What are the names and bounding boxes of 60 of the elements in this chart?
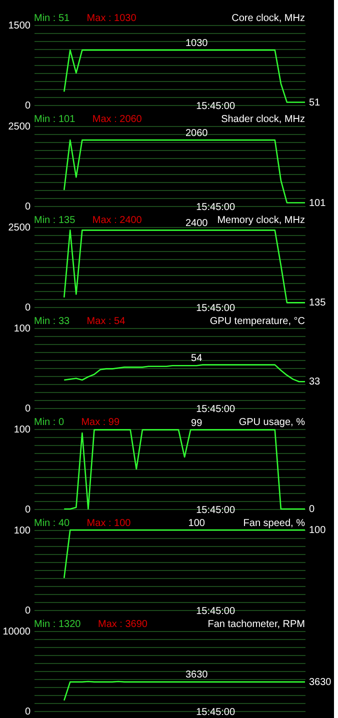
- line-series: [63, 364, 306, 382]
- annotation: 2400: [185, 218, 208, 230]
- chart-title: Memory clock, MHz: [217, 215, 305, 226]
- text: 135: [309, 298, 326, 309]
- text: 3630: [309, 676, 332, 688]
- text: Min : 101: [34, 114, 76, 125]
- chart-title: GPU usage, %: [238, 417, 306, 428]
- annotation: 15:45:00: [196, 707, 236, 718]
- text: Max : 99: [81, 417, 120, 428]
- y-tick-label: 2500: [8, 222, 31, 234]
- text: Min : 135: [34, 215, 76, 226]
- annotation: 15:45:00: [196, 101, 236, 112]
- text: Min : 0: [34, 417, 64, 428]
- y-tick-label: 0: [24, 404, 31, 414]
- line-series: [63, 49, 306, 103]
- text: Max : 2060: [92, 114, 142, 125]
- y-tick-label: 100: [14, 526, 31, 536]
- text: Min : 40: [34, 518, 70, 529]
- y-tick-label: 100: [14, 324, 31, 334]
- chart-title: Fan tachometer, RPM: [208, 619, 305, 630]
- text: 51: [309, 97, 321, 108]
- chart-title: GPU temperature, °C: [210, 316, 305, 327]
- chart-title: Core clock, MHz: [232, 13, 305, 24]
- y-tick-label: 0: [24, 302, 31, 314]
- y-tick-label: 0: [24, 606, 31, 616]
- text: 0: [309, 504, 315, 515]
- text: Max : 3690: [98, 619, 148, 630]
- text: 101: [309, 198, 326, 209]
- line-series: [63, 230, 306, 304]
- text: Max : 54: [86, 316, 126, 327]
- text: Min : 33: [34, 316, 70, 327]
- text: 100: [309, 525, 326, 536]
- annotation: 15:45:00: [196, 505, 236, 516]
- text: Max : 2400: [92, 215, 142, 226]
- line-series: [63, 139, 306, 204]
- chart-title: Shader clock, MHz: [221, 114, 305, 125]
- annotation: 15:45:00: [196, 202, 236, 213]
- annotation: 15:45:00: [196, 404, 236, 415]
- text: Min : 1320: [34, 619, 82, 630]
- chart-title: Fan speed, %: [243, 518, 306, 529]
- y-tick-label: 100: [14, 424, 31, 436]
- text: Max : 1030: [86, 13, 137, 24]
- annotation: 15:45:00: [196, 606, 236, 617]
- annotation: 3630: [185, 669, 208, 680]
- y-tick-label: 10000: [2, 626, 31, 638]
- y-tick-label: 0: [24, 100, 31, 112]
- annotation: 54: [191, 352, 203, 364]
- annotation: 2060: [185, 128, 208, 140]
- annotation: 15:45:00: [196, 303, 236, 314]
- annotation: 1030: [185, 38, 208, 50]
- annotation: 99: [191, 418, 203, 429]
- y-tick-label: 0: [24, 706, 31, 718]
- y-tick-label: 2500: [8, 122, 31, 132]
- y-tick-label: 0: [24, 504, 31, 516]
- text: Min : 51: [34, 13, 70, 24]
- text: 100: [188, 518, 206, 529]
- text: 33: [309, 376, 321, 388]
- text: Max : 100: [86, 518, 132, 529]
- y-tick-label: 0: [24, 202, 31, 212]
- y-tick-label: 1500: [8, 20, 31, 32]
